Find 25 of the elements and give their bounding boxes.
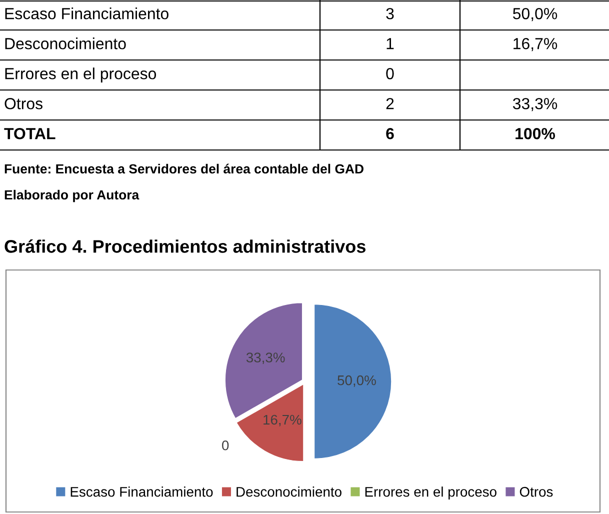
- text: 16,7%: [514, 38, 558, 52]
- data-label: 33,3%: [246, 352, 285, 364]
- text: 0: [222, 440, 229, 450]
- source-note: Fuente: Encuesta a Servidores del área contable del GAD: [4, 164, 364, 174]
- data-label: 16,7%: [264, 414, 302, 426]
- legend-label: Errores en el proceso: [365, 486, 496, 500]
- legend-label: Desconocimiento: [236, 486, 342, 497]
- legend-label: Otros: [520, 486, 553, 497]
- text: Elaborado por Autora: [4, 190, 140, 202]
- text: 6: [386, 128, 394, 140]
- text: Otros: [4, 98, 42, 110]
- text: 2: [386, 98, 394, 110]
- text: 33,3%: [512, 98, 558, 112]
- chart-title: Gráfico 4. Procedimientos administrativos: [4, 239, 366, 253]
- text: 100%: [516, 128, 556, 140]
- text: 50,0%: [512, 8, 558, 22]
- text: 0: [386, 68, 394, 80]
- text: 1: [386, 38, 394, 50]
- text: Errores en el proceso: [5, 68, 156, 82]
- legend-label: Escaso Financiamiento: [70, 486, 213, 497]
- text: 3: [386, 8, 394, 20]
- text: Escaso Financiamiento: [5, 8, 168, 20]
- text: Desconocimiento: [5, 38, 126, 50]
- text: TOTAL: [4, 128, 56, 140]
- data-label: 50,0%: [338, 375, 376, 387]
